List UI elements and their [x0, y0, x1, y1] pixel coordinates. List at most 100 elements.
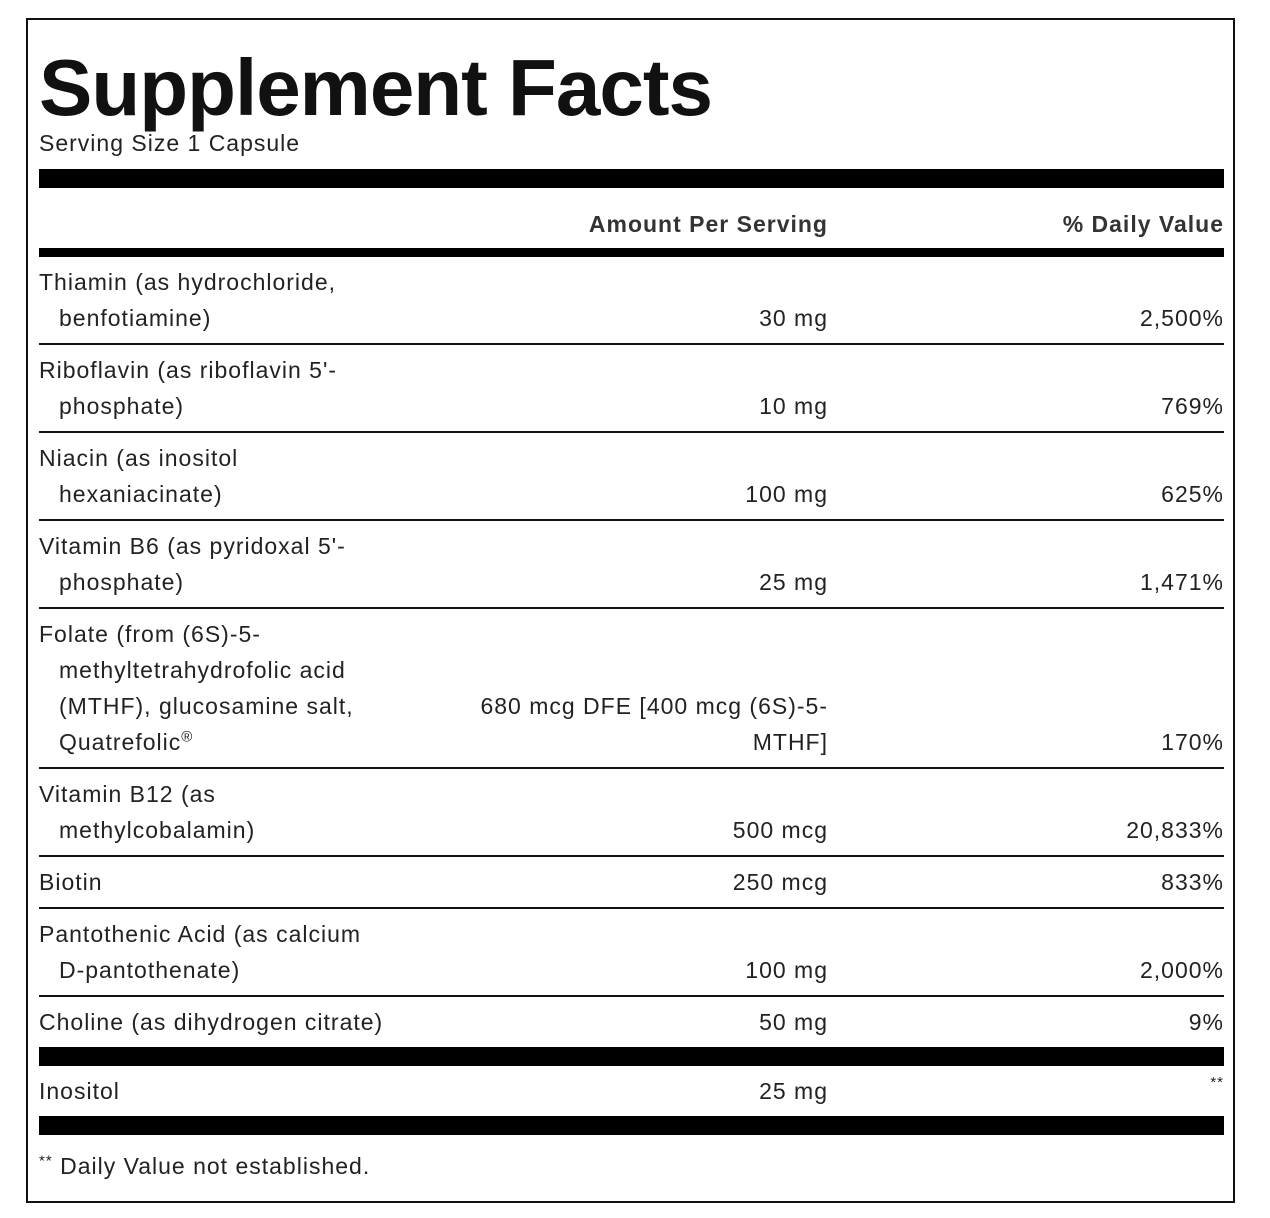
thick-rule	[39, 1047, 1224, 1066]
name-text: Folate (from (6S)-5-	[39, 621, 261, 647]
daily-value: 9%	[1188, 1009, 1224, 1035]
nutrient-row: Biotin 250 mcg 833%	[39, 857, 1224, 909]
name-line: Choline (as dihydrogen citrate)	[39, 1004, 439, 1040]
nutrient-name: Niacin (as inositol hexaniacinate)	[39, 440, 439, 512]
name-line: methylcobalamin)	[39, 812, 439, 848]
amount: 25 mg	[439, 528, 828, 600]
name-text: Choline (as dihydrogen citrate)	[39, 1009, 384, 1035]
daily-value: 1,471%	[1139, 569, 1224, 595]
name-text: hexaniacinate)	[59, 481, 223, 507]
amount-line: 30 mg	[759, 305, 828, 331]
amount: 680 mcg DFE [400 mcg (6S)-5- MTHF]	[439, 616, 828, 760]
daily-value: 769%	[1161, 393, 1224, 419]
nutrient-row: Riboflavin (as riboflavin 5'- phosphate) 1…	[39, 345, 1224, 433]
daily-value-note: **	[1210, 1074, 1224, 1091]
dv-header: % Daily Value	[1062, 211, 1224, 237]
name-line: Inositol	[39, 1073, 439, 1109]
extra-rows: Inositol 25 mg **	[39, 1066, 1224, 1116]
amount-line: 50 mg	[759, 1009, 828, 1035]
nutrient-name: Thiamin (as hydrochloride, benfotiamine)	[39, 264, 439, 336]
footnote-text: Daily Value not established.	[52, 1153, 371, 1179]
nutrient-row: Pantothenic Acid (as calcium D-pantothena…	[39, 909, 1224, 997]
name-line: Vitamin B6 (as pyridoxal 5'-	[39, 528, 439, 564]
name-line: Thiamin (as hydrochloride,	[39, 264, 439, 300]
name-text: Inositol	[39, 1078, 120, 1104]
name-text: phosphate)	[59, 393, 185, 419]
name-text: Vitamin B12 (as	[39, 781, 216, 807]
nutrient-row: Folate (from (6S)-5- methyltetrahydrofoli…	[39, 609, 1224, 769]
name-line: phosphate)	[39, 564, 439, 600]
name-line: phosphate)	[39, 388, 439, 424]
amount-line: 100 mg	[745, 957, 828, 983]
footnote: ** Daily Value not established.	[39, 1153, 1224, 1180]
name-text: Pantothenic Acid (as calcium	[39, 921, 362, 947]
nutrient-name: Folate (from (6S)-5- methyltetrahydrofoli…	[39, 616, 439, 760]
name-text: benfotiamine)	[59, 305, 212, 331]
name-line: benfotiamine)	[39, 300, 439, 336]
nutrient-name: Biotin	[39, 864, 439, 900]
name-superscript: ®	[181, 728, 194, 746]
name-line: Pantothenic Acid (as calcium	[39, 916, 439, 952]
daily-value: 2,000%	[1139, 957, 1224, 983]
nutrient-rows: Thiamin (as hydrochloride, benfotiamine) 3…	[39, 257, 1224, 1047]
nutrient-row: Choline (as dihydrogen citrate) 50 mg 9%	[39, 997, 1224, 1047]
footnote-mark: **	[39, 1152, 53, 1170]
name-text: phosphate)	[59, 569, 185, 595]
name-line: Folate (from (6S)-5-	[39, 616, 439, 652]
amount: 25 mg	[439, 1073, 828, 1109]
amount: 100 mg	[439, 440, 828, 512]
amount: 250 mcg	[439, 864, 828, 900]
daily-value: 20,833%	[1126, 817, 1224, 843]
amount: 500 mcg	[439, 776, 828, 848]
name-text: (MTHF), glucosamine salt,	[59, 693, 354, 719]
name-line: Niacin (as inositol	[39, 440, 439, 476]
daily-value: 2,500%	[1139, 305, 1224, 331]
nutrient-row: Niacin (as inositol hexaniacinate) 100 mg 6…	[39, 433, 1224, 521]
title: Supplement Facts	[39, 43, 713, 132]
name-text: Niacin (as inositol	[39, 445, 239, 471]
label-content: Supplement Facts Serving Size 1 Capsule …	[39, 20, 1224, 1180]
name-text: Riboflavin (as riboflavin 5'-	[39, 357, 338, 383]
amount-line: 10 mg	[759, 393, 828, 419]
label-box: Supplement Facts Serving Size 1 Capsule …	[26, 18, 1235, 1203]
name-text: methylcobalamin)	[59, 817, 256, 843]
daily-value: 833%	[1161, 869, 1224, 895]
name-line: hexaniacinate)	[39, 476, 439, 512]
name-line: (MTHF), glucosamine salt,	[39, 688, 439, 724]
amount-line: 25 mg	[759, 569, 828, 595]
nutrient-name: Pantothenic Acid (as calcium D-pantothena…	[39, 916, 439, 988]
daily-value: 625%	[1161, 481, 1224, 507]
amount-line: MTHF]	[752, 729, 828, 755]
amount: 100 mg	[439, 916, 828, 988]
amount-line: 680 mcg DFE [400 mcg (6S)-5-	[480, 693, 828, 719]
amount-line: 250 mcg	[732, 869, 828, 895]
name-line: D-pantothenate)	[39, 952, 439, 988]
nutrient-row: Inositol 25 mg **	[39, 1066, 1224, 1116]
name-text: Quatrefolic	[59, 729, 182, 755]
serving-size: Serving Size 1 Capsule	[39, 130, 301, 156]
amount-line: 500 mcg	[732, 817, 828, 843]
medium-rule	[39, 248, 1224, 257]
daily-value: 170%	[1161, 729, 1224, 755]
amount: 50 mg	[439, 1004, 828, 1040]
name-text: methyltetrahydrofolic acid	[59, 657, 346, 683]
amount: 10 mg	[439, 352, 828, 424]
nutrient-name: Vitamin B6 (as pyridoxal 5'- phosphate)	[39, 528, 439, 600]
name-text: D-pantothenate)	[59, 957, 241, 983]
nutrient-row: Thiamin (as hydrochloride, benfotiamine) 3…	[39, 257, 1224, 345]
nutrient-name: Inositol	[39, 1073, 439, 1109]
name-line: Biotin	[39, 864, 439, 900]
nutrient-name: Choline (as dihydrogen citrate)	[39, 1004, 439, 1040]
name-text: Vitamin B6 (as pyridoxal 5'-	[39, 533, 346, 559]
amount-header: Amount Per Serving	[588, 211, 828, 237]
amount-line: 25 mg	[759, 1078, 828, 1104]
name-line: Vitamin B12 (as	[39, 776, 439, 812]
name-text: Thiamin (as hydrochloride,	[39, 269, 337, 295]
amount-line: 100 mg	[745, 481, 828, 507]
name-line: Riboflavin (as riboflavin 5'-	[39, 352, 439, 388]
name-text: Biotin	[39, 869, 103, 895]
amount: 30 mg	[439, 264, 828, 336]
thick-rule	[39, 1116, 1224, 1135]
nutrient-name: Riboflavin (as riboflavin 5'- phosphate)	[39, 352, 439, 424]
